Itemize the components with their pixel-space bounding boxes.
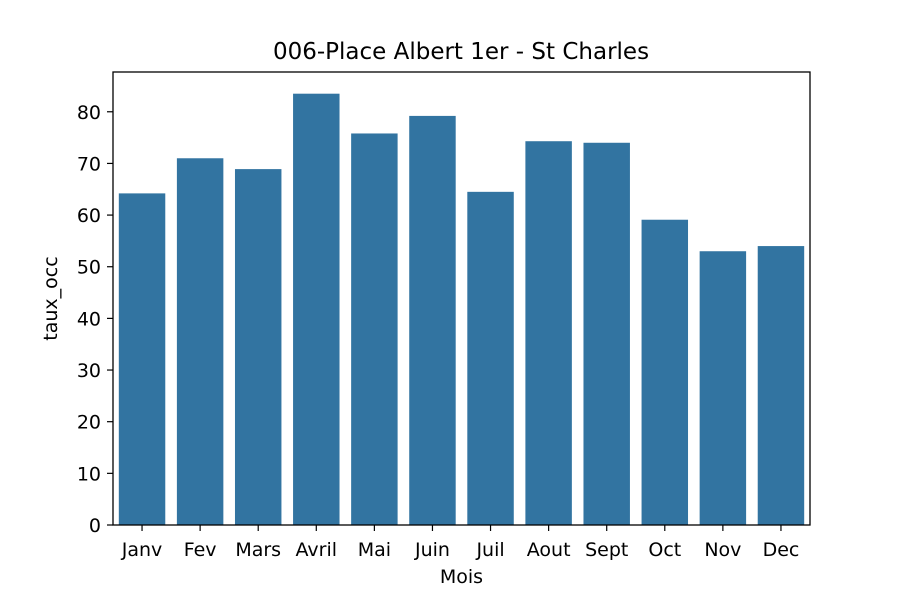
bar-juil — [467, 191, 514, 525]
x-tick-label: Nov — [704, 539, 741, 561]
y-tick-label: 80 — [77, 102, 101, 124]
bar-nov — [699, 251, 747, 525]
y-tick-label: 10 — [77, 463, 101, 485]
bar-avril — [293, 93, 340, 526]
x-tick-label: Oct — [648, 539, 681, 561]
bar-sept — [583, 142, 630, 525]
bars-group — [118, 93, 805, 526]
x-axis: Janv Fev Mars Avril Mai Juin Juil Aout Sept Oct No… — [121, 525, 800, 561]
y-tick-label: 50 — [77, 257, 101, 279]
x-tick-label: Juin — [414, 539, 450, 561]
y-tick-label: 30 — [77, 360, 101, 382]
x-tick-label: Mai — [358, 539, 391, 561]
x-tick-label: Dec — [763, 539, 800, 561]
x-tick-label: Avril — [296, 539, 338, 561]
y-tick-label: 60 — [77, 205, 101, 227]
x-axis-label: Mois — [440, 566, 483, 588]
x-tick-label: Mars — [235, 539, 281, 561]
bar-aout — [525, 141, 572, 525]
y-tick-label: 20 — [77, 412, 101, 434]
bar-mai — [351, 133, 398, 525]
x-tick-label: Juil — [475, 539, 504, 561]
x-tick-label: Sept — [585, 539, 628, 561]
y-axis-label: taux_occ — [40, 256, 62, 340]
x-tick-label: Fev — [184, 539, 217, 561]
y-axis: 0 10 20 30 40 50 60 70 80 — [77, 102, 113, 537]
y-tick-label: 70 — [77, 153, 101, 175]
bar-fev — [176, 158, 224, 526]
chart-title: 006-Place Albert 1er - St Charles — [273, 39, 649, 65]
y-tick-label: 0 — [89, 515, 101, 537]
x-tick-label: Janv — [121, 539, 163, 561]
bar-dec — [757, 246, 805, 525]
plot-frame — [112, 71, 811, 526]
x-tick-label: Aout — [527, 539, 571, 561]
bar-janv — [118, 193, 166, 525]
bar-mars — [234, 169, 282, 525]
bar-juin — [409, 115, 456, 525]
bar-oct — [641, 219, 689, 525]
y-tick-label: 40 — [77, 308, 101, 330]
